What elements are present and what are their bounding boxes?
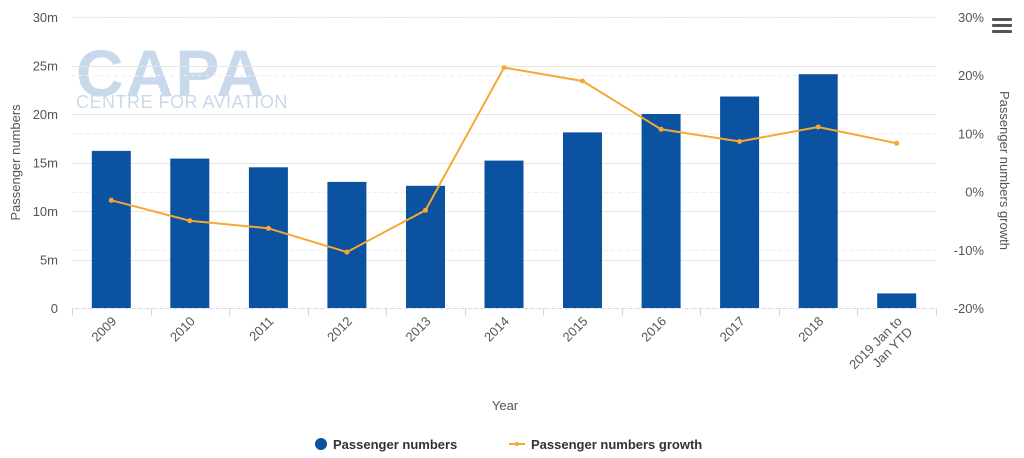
watermark-tagline: CENTRE FOR AVIATION: [76, 92, 288, 112]
legend-label-passenger-numbers-growth[interactable]: Passenger numbers growth: [531, 437, 702, 452]
hamburger-menu-icon: [992, 18, 1012, 21]
x-tick-label: 2009: [88, 314, 119, 345]
legend-label-passenger-numbers[interactable]: Passenger numbers: [333, 437, 457, 452]
chart-menu-button[interactable]: [992, 18, 1012, 38]
y-tick-label: 10m: [33, 204, 58, 219]
legend-marker-point-growth: [515, 442, 519, 446]
growth-point: [423, 207, 428, 213]
growth-point: [737, 139, 743, 144]
x-tick-label: 2018: [795, 314, 826, 345]
bar: [484, 160, 524, 308]
y-tick-label: 0: [51, 301, 58, 316]
hamburger-menu-icon-bar: [992, 24, 1012, 27]
y-tick-label: 30m: [33, 10, 58, 25]
bar-series: [91, 74, 917, 308]
bar: [720, 96, 760, 308]
growth-point: [187, 218, 193, 224]
left-axis-ticks: 0 5m 10m 15m 20m 25m 30m: [33, 10, 58, 316]
growth-point: [501, 65, 507, 71]
x-tick-label: 2013: [403, 314, 434, 345]
growth-point: [894, 140, 900, 146]
growth-point: [580, 78, 585, 84]
growth-point: [344, 249, 350, 255]
y2-axis-title: Passenger numbers growth: [997, 91, 1012, 250]
y2-tick-label: 0%: [965, 185, 984, 200]
growth-point: [108, 197, 114, 203]
y2-tick-label: 20%: [958, 68, 984, 83]
growth-point: [815, 124, 821, 130]
bar: [406, 185, 445, 308]
x-axis-ticks: 2009 2010 2011 2012 2013 2014 2015 2016 2017 2018…: [72, 308, 937, 383]
bar: [91, 150, 131, 308]
bar: [248, 167, 288, 308]
legend-marker-passenger-numbers: [315, 438, 327, 450]
x-tick-label: 2010: [167, 314, 198, 345]
x-tick-label: 2014: [481, 314, 512, 345]
bar: [170, 158, 210, 308]
line-series: [108, 65, 900, 255]
y-tick-label: 20m: [33, 107, 58, 122]
x-tick-label: 2017: [717, 314, 748, 345]
y-tick-label: 15m: [33, 156, 58, 171]
y2-tick-label: -10%: [954, 243, 985, 258]
growth-point: [658, 126, 664, 132]
x-tick-label: 2019 Jan toJan YTD: [846, 314, 915, 383]
y-axis-title: Passenger numbers: [8, 104, 23, 221]
growth-point: [265, 225, 271, 231]
y-tick-label: 25m: [33, 59, 58, 74]
x-tick-label: 2016: [638, 314, 669, 345]
y2-tick-label: -20%: [954, 301, 985, 316]
watermark-logo: CAPA CENTRE FOR AVIATION: [76, 36, 288, 112]
y2-tick-label: 30%: [958, 10, 984, 25]
legend: Passenger numbers Passenger numbers grow…: [315, 437, 702, 452]
x-axis-title: Year: [492, 398, 519, 413]
y2-tick-label: 10%: [958, 126, 984, 141]
right-axis-ticks: -20% -10% 0% 10% 20% 30%: [954, 10, 985, 316]
hamburger-menu-icon-bar: [992, 30, 1012, 33]
y-tick-label: 5m: [40, 253, 58, 268]
x-tick-label: 2015: [560, 314, 591, 345]
bar: [877, 293, 917, 308]
x-tick-label: 2011: [246, 314, 276, 344]
bar: [563, 132, 602, 308]
x-tick-label: 2012: [324, 314, 355, 345]
bar: [641, 114, 681, 308]
bar: [798, 74, 838, 308]
watermark-brand: CAPA: [76, 36, 266, 110]
